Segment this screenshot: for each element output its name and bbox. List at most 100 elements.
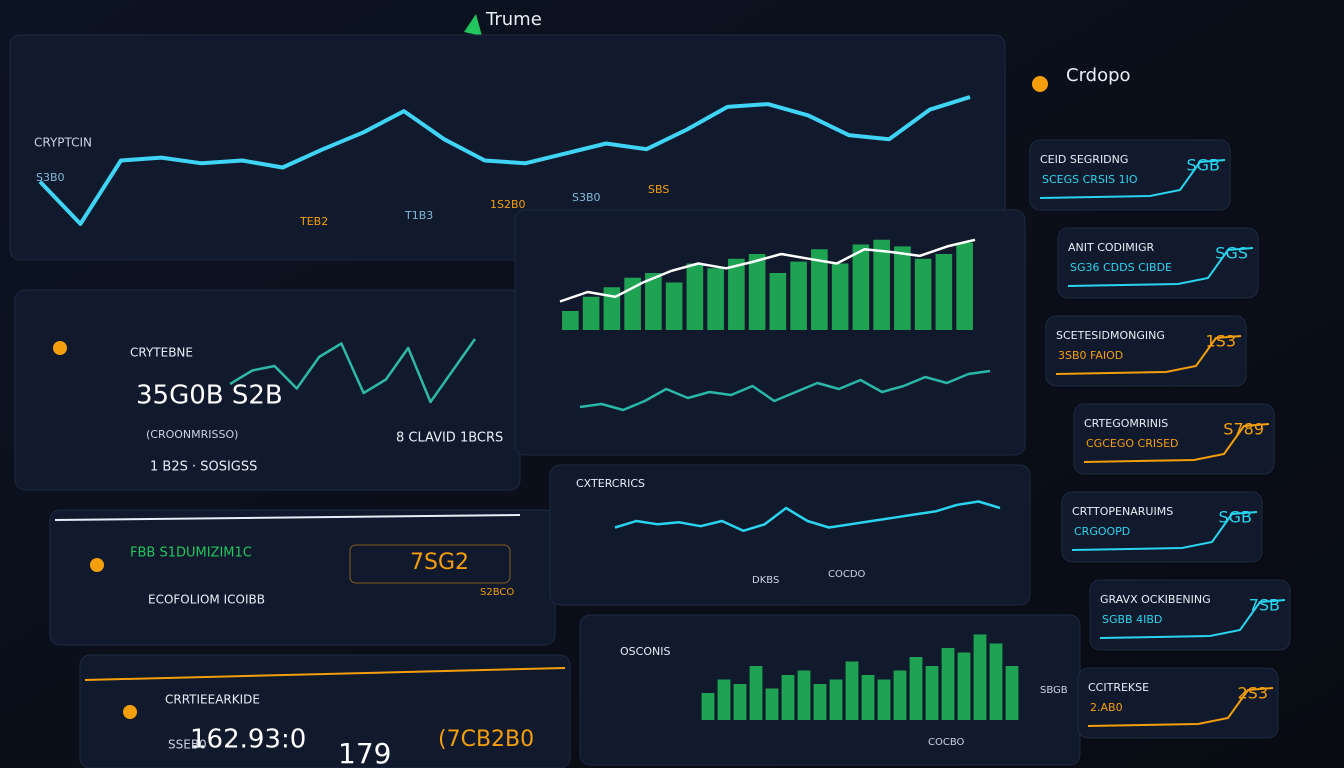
card-value: S789 xyxy=(1223,420,1264,439)
card-subtitle: 2.AB0 xyxy=(1090,701,1123,714)
bar xyxy=(1005,666,1019,720)
card-subtitle: CRGOOPD xyxy=(1074,525,1130,538)
bar xyxy=(797,670,811,720)
chart-label: COCBO xyxy=(928,737,965,748)
chart-label: DKBS xyxy=(752,575,779,586)
right-title: Crdopo xyxy=(1066,65,1131,86)
bar xyxy=(925,666,939,720)
panel xyxy=(1077,667,1279,739)
card-sparkline xyxy=(1087,687,1274,727)
bar xyxy=(765,688,779,720)
line-series xyxy=(38,95,971,226)
chart-label: COCDO xyxy=(828,569,866,580)
panel-icon xyxy=(90,558,104,572)
sub-label: (CROONMRISSO) xyxy=(146,428,238,441)
card-sparkline xyxy=(1099,599,1286,639)
card-sparkline xyxy=(1039,159,1226,199)
panel-title: CRYPTCIN xyxy=(34,136,92,150)
panel-title: ECOFOLIOM ICOIBB xyxy=(148,593,265,607)
card-subtitle: SGBB 4IBD xyxy=(1102,613,1162,626)
card-sparkline xyxy=(1083,423,1270,463)
card-subtitle: 3SB0 FAIOD xyxy=(1058,349,1123,362)
bar xyxy=(894,246,911,330)
divider xyxy=(54,514,521,521)
bar xyxy=(582,296,600,330)
value-row: FBB S1DUMIZIM1C xyxy=(130,546,252,561)
chart-label: S3B0 xyxy=(36,171,65,184)
panel xyxy=(1089,579,1291,651)
logo-text: Trume xyxy=(485,9,542,30)
panel xyxy=(49,509,556,646)
card-title: ANIT CODIMIGR xyxy=(1068,241,1155,254)
panel-icon xyxy=(123,705,137,719)
card-title: CEID SEGRIDNG xyxy=(1040,153,1128,166)
bar xyxy=(781,675,795,720)
highlight-box xyxy=(349,544,511,584)
card-title: CCITREKSE xyxy=(1088,681,1149,694)
sub-label: SSEB0 xyxy=(168,738,207,752)
bar xyxy=(831,263,849,330)
chart-label: SBS xyxy=(648,183,669,196)
card-sparkline xyxy=(1055,335,1242,375)
bar xyxy=(973,634,987,720)
card-title: CRTTOPENARUIMS xyxy=(1072,505,1173,518)
bar xyxy=(873,239,890,330)
bar xyxy=(845,661,859,720)
panel xyxy=(549,464,1031,606)
bar xyxy=(989,643,1003,720)
chart-label: T1B3 xyxy=(404,209,433,222)
card-sparkline xyxy=(1067,247,1254,287)
chart-label: SBGB xyxy=(1040,685,1068,696)
bar xyxy=(748,254,766,330)
card-value: SGB xyxy=(1186,156,1220,175)
bar xyxy=(562,311,579,330)
card-subtitle: CGCEGO CRISED xyxy=(1086,437,1179,450)
bar xyxy=(861,675,875,720)
highlight-value: (7CB2B0 xyxy=(438,727,534,752)
panel xyxy=(1073,403,1275,475)
card-title: SCETESIDMONGING xyxy=(1056,329,1165,342)
card-subtitle: SG36 CDDS CIBDE xyxy=(1070,261,1172,274)
bar xyxy=(749,666,763,720)
bar xyxy=(701,693,715,720)
bar xyxy=(941,648,955,720)
big-value: 35G0B S2B xyxy=(136,381,283,411)
line-series xyxy=(559,238,976,303)
panel-title: OSCONIS xyxy=(620,645,670,658)
line-series xyxy=(229,338,477,404)
card-value: SGB xyxy=(1218,508,1252,527)
bar xyxy=(909,657,923,720)
line-series xyxy=(579,369,991,412)
panel xyxy=(9,34,1006,261)
right-icon xyxy=(1032,76,1048,92)
bar xyxy=(686,263,704,330)
sub-label: S2BCO xyxy=(480,587,514,598)
bar xyxy=(603,287,621,330)
bar xyxy=(877,679,891,720)
bar xyxy=(914,258,932,330)
card-title: CRTEGOMRINIS xyxy=(1084,417,1168,430)
bar xyxy=(935,254,953,330)
big-value: 162.93:0 xyxy=(190,725,306,755)
bar xyxy=(733,684,747,720)
panel-title: CXTERCRICS xyxy=(576,477,645,490)
chart-label: TEB2 xyxy=(299,215,328,228)
logo-icon xyxy=(464,14,482,36)
bar xyxy=(717,679,731,720)
chart-label: S3B0 xyxy=(572,191,601,204)
bar xyxy=(665,282,683,330)
bar xyxy=(707,268,724,330)
chart-label: 1S2B0 xyxy=(490,198,526,211)
card-sparkline xyxy=(1071,511,1258,551)
sub-label: 8 CLAVID 1BCRS xyxy=(396,431,503,446)
card-title: GRAVX OCKIBENING xyxy=(1100,593,1211,606)
panel xyxy=(1057,227,1259,299)
bar xyxy=(893,670,907,720)
panel xyxy=(79,654,571,768)
sub-label: 1 B2S · SOSIGSS xyxy=(150,460,257,475)
bar xyxy=(956,242,973,330)
bar xyxy=(829,679,843,720)
line-series xyxy=(614,500,1001,533)
